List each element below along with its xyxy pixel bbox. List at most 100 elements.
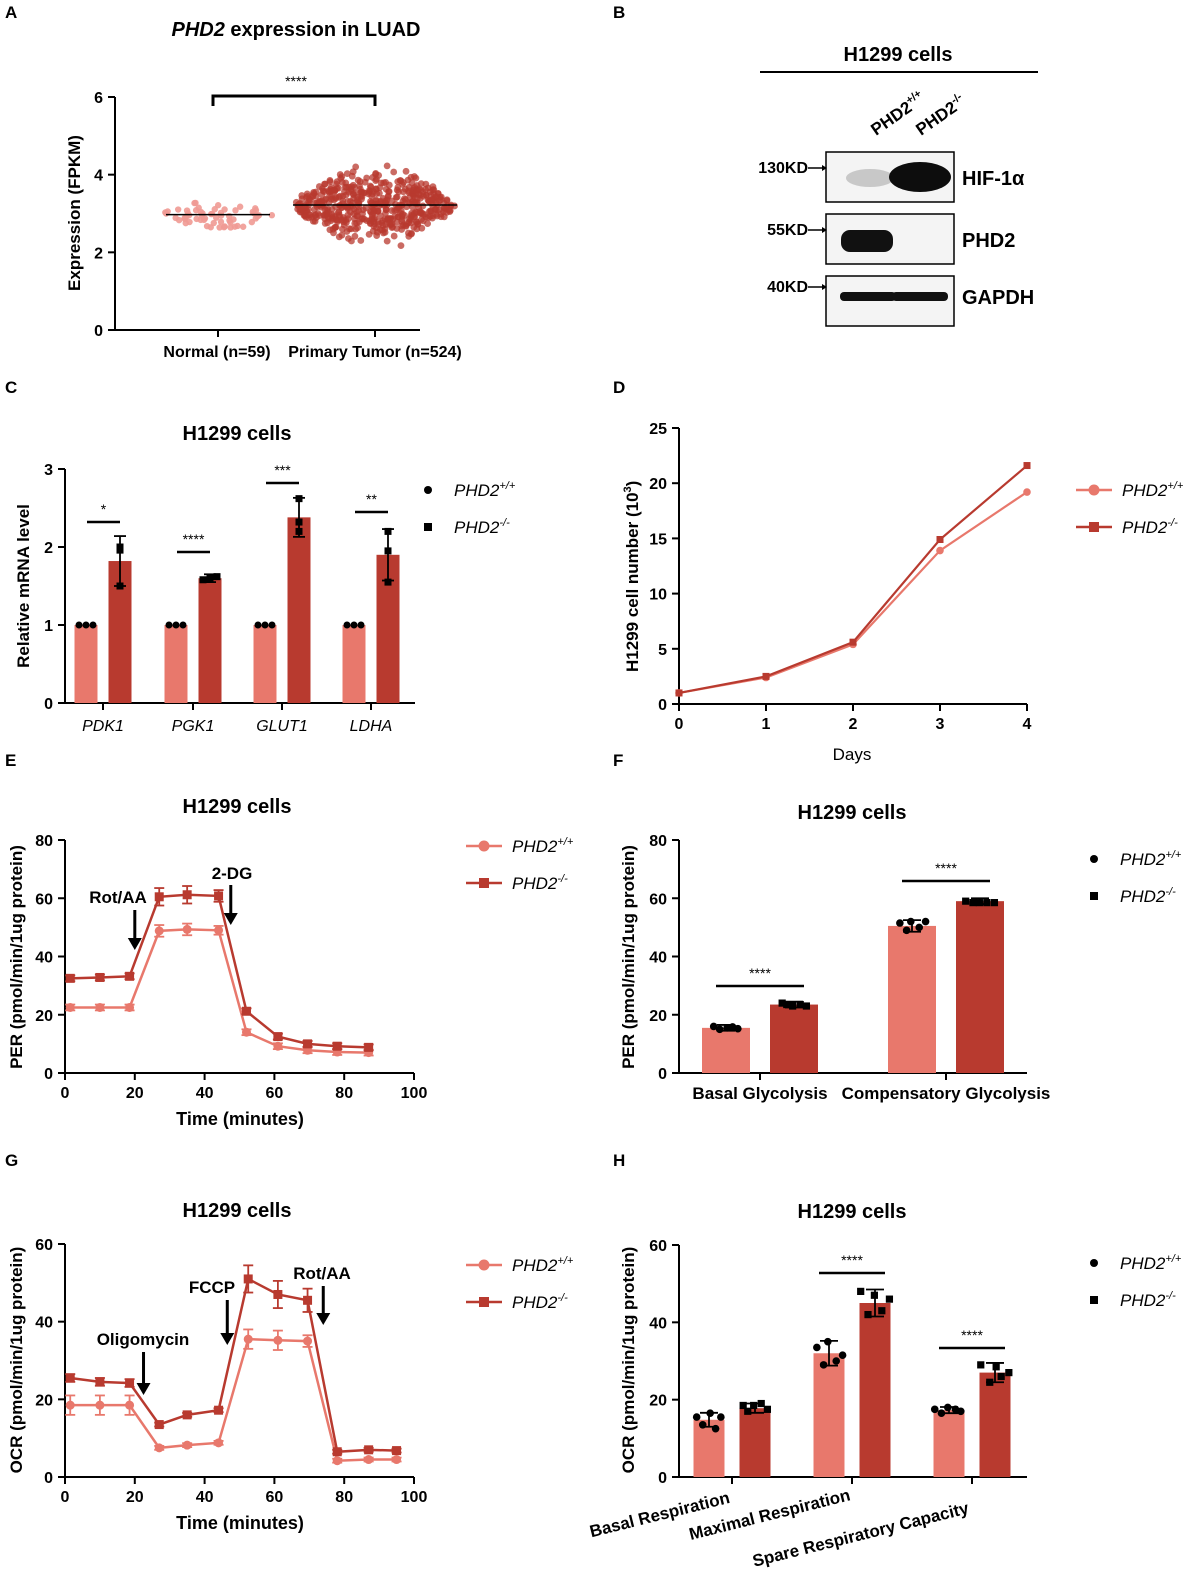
chart-d-legend-label-sup: -/- (1167, 517, 1178, 529)
chart-h-point (885, 1295, 894, 1303)
chart-f-point (734, 1024, 742, 1033)
chart-e-x-tick-label: 20 (126, 1085, 144, 1102)
chart-a-point (354, 176, 362, 184)
chart-a-point (192, 199, 199, 207)
chart-h-point (824, 1337, 832, 1346)
chart-e-legend-label-sup: +/+ (557, 836, 573, 848)
chart-d-y-tick-label: 10 (649, 587, 667, 604)
chart-a-point (216, 224, 223, 231)
chart-g-y-tick-label: 40 (35, 1315, 53, 1332)
chart-a-point (231, 223, 239, 230)
chart-f-y-tick-label: 20 (649, 1008, 667, 1025)
panel-letter-c: C (5, 378, 17, 397)
chart-c-point (357, 621, 365, 629)
chart-h-y-label: OCR (pmol/min/1ug protein) (619, 1247, 638, 1474)
chart-e-point (182, 924, 192, 934)
chart-a-point (348, 237, 355, 245)
chart-a-point (440, 208, 447, 215)
chart-c-point (75, 621, 83, 629)
panel-f-title: H1299 cells (798, 802, 907, 824)
chart-a-point (172, 214, 179, 222)
chart-d-y-label-base: H1299 cell number (10 (623, 492, 642, 672)
chart-h-y-tick-label: 20 (649, 1393, 667, 1410)
panel-h-title: H1299 cells (798, 1201, 907, 1223)
chart-e-y-tick-label: 20 (35, 1008, 53, 1025)
chart-h-point (744, 1407, 752, 1415)
chart-d-y-label-sup: 3 (622, 486, 634, 492)
chart-c-point (165, 621, 173, 629)
chart-a-point (365, 190, 372, 198)
chart-a-sig-label: **** (285, 73, 307, 89)
blot-marker-label: 130KD (758, 160, 808, 177)
chart-e-point (241, 1006, 251, 1016)
chart-h-y-tick-label: 40 (649, 1315, 667, 1332)
chart-f-legend-label: PHD2-/- (1120, 886, 1176, 906)
chart-h-legend-marker (1090, 1259, 1098, 1267)
chart-g-point (65, 1373, 75, 1383)
chart-g-series-line (70, 1277, 397, 1454)
blot-band (846, 169, 894, 187)
chart-a-point (357, 188, 365, 196)
chart-h-point (838, 1351, 847, 1359)
chart-c-y-tick-label: 1 (44, 618, 53, 635)
chart-g-x-tick-label: 40 (196, 1489, 214, 1506)
chart-d-legend-marker (1088, 484, 1100, 496)
chart-f-y-tick-label: 0 (658, 1066, 667, 1083)
chart-a-point (369, 174, 377, 181)
panel-letter-f: F (613, 751, 623, 770)
chart-g-x-tick-label: 0 (61, 1489, 70, 1506)
chart-h-point (813, 1343, 821, 1352)
chart-e-y-label: PER (pmol/min/1ug protein) (7, 845, 26, 1069)
chart-g-legend-label-base: PHD2 (512, 1293, 558, 1312)
chart-f-sig-label: **** (935, 860, 957, 876)
chart-g-point (214, 1405, 224, 1415)
chart-a-point (426, 207, 433, 215)
chart-h-sig-label: **** (841, 1252, 863, 1268)
chart-g-point (273, 1289, 283, 1299)
chart-f-point (921, 917, 930, 926)
chart-c-point (295, 527, 303, 535)
chart-a-point (211, 206, 218, 213)
panel-e-title: H1299 cells (183, 796, 292, 818)
chart-a-point (433, 212, 441, 220)
chart-e-x-label: Time (minutes) (176, 1109, 304, 1129)
chart-a-point (390, 168, 398, 176)
chart-a-point (363, 174, 371, 182)
chart-a-point (411, 198, 419, 206)
chart-a-point (446, 207, 454, 214)
chart-f-legend-label-sup: +/+ (1165, 849, 1181, 861)
chart-g-legend-label: PHD2+/+ (512, 1255, 574, 1275)
chart-h-point (706, 1409, 714, 1417)
chart-g-y-tick-label: 0 (44, 1470, 53, 1487)
chart-d-x-tick-label: 1 (762, 716, 771, 733)
chart-g-point (154, 1420, 164, 1430)
chart-h-bar (739, 1408, 771, 1477)
chart-h-point (711, 1424, 720, 1433)
chart-c-bar (376, 554, 400, 703)
chart-h-point (930, 1405, 939, 1414)
panel-a-title-gene: PHD2 (172, 19, 225, 41)
chart-d-y-label: H1299 cell number (103) (622, 481, 642, 672)
chart-g-point (332, 1447, 342, 1457)
blot-marker-label: 55KD (767, 222, 808, 239)
chart-h-bar (933, 1410, 965, 1477)
chart-a-point (174, 206, 182, 213)
chart-c-bar (253, 625, 277, 703)
chart-a-point (351, 215, 358, 223)
blot-marker-arrowhead (822, 284, 827, 290)
chart-e-y-tick-label: 0 (44, 1066, 53, 1083)
chart-c-point (116, 582, 124, 590)
chart-e-point (154, 892, 164, 902)
chart-h-point (757, 1399, 765, 1408)
chart-g: 0 20 40 60 0 20 40 60 80 100 Time (minutes) OCR (pm… (7, 1237, 574, 1533)
chart-c-sig-label: * (101, 501, 107, 517)
chart-a-point (405, 187, 412, 195)
chart-a-point (302, 213, 310, 221)
chart-a-point (373, 207, 381, 215)
chart-e-legend-label-base: PHD2 (512, 837, 558, 856)
chart-f-bar (770, 1004, 818, 1073)
chart-d-x-tick-label: 4 (1023, 716, 1032, 733)
chart-h-bar (693, 1419, 725, 1477)
chart-h-point (819, 1361, 828, 1369)
chart-h-legend-label: PHD2+/+ (1120, 1253, 1182, 1273)
